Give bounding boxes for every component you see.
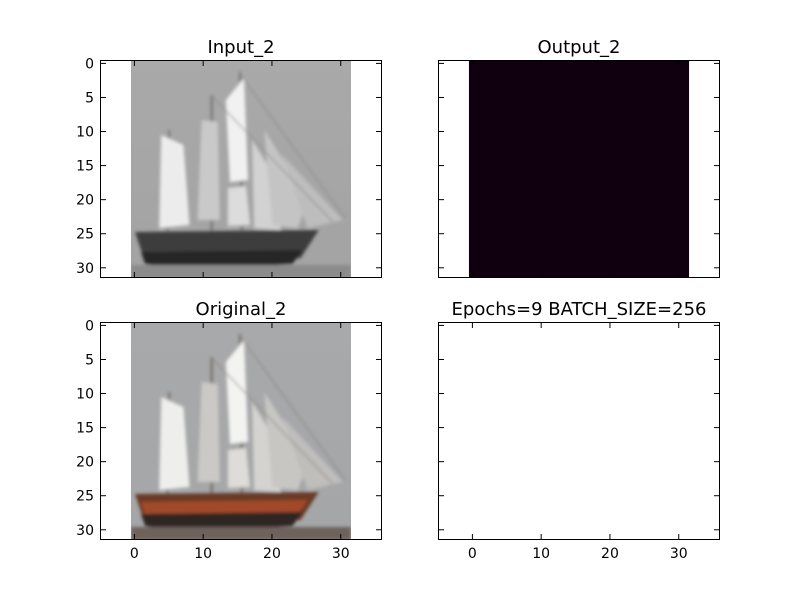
x-tick-label: 20	[601, 546, 619, 562]
subplot-title: Input_2	[207, 37, 274, 58]
axes-root: 0 5 10 15 20 25 30 Input_2 Output_2 0 10 20 30 0 5 10 15…	[76, 37, 720, 562]
y-tick-label: 0	[85, 318, 94, 334]
x-tick-label: 30	[670, 546, 688, 562]
x-tick-label: 0	[130, 546, 139, 562]
x-tick-label: 30	[332, 546, 350, 562]
y-tick-label: 25	[76, 227, 94, 243]
subplot-title: Epochs=9 BATCH_SIZE=256	[452, 299, 707, 320]
image-original-2	[131, 322, 351, 540]
y-tick-label: 15	[76, 421, 94, 437]
x-tick-label: 10	[532, 546, 550, 562]
y-tick-label: 5	[85, 352, 94, 368]
subplot-original-2: 0 10 20 30 0 5 10 15 20 25 30 Original_2	[76, 299, 382, 562]
image-input-2	[131, 60, 351, 278]
y-tick-label: 30	[76, 523, 94, 539]
image-output-2	[468, 60, 690, 278]
x-tick-label: 20	[263, 546, 281, 562]
y-tick-label: 0	[85, 56, 94, 72]
x-tick-label: 0	[468, 546, 477, 562]
y-tick-label: 15	[76, 159, 94, 175]
x-tick-label: 10	[194, 546, 212, 562]
y-tick-label: 20	[76, 193, 94, 209]
y-tick-label: 30	[76, 261, 94, 277]
y-tick-label: 10	[76, 125, 94, 141]
subplot-input-2: 0 5 10 15 20 25 30 Input_2	[76, 37, 382, 278]
subplot-epochs-9-batch-size-256: 0 10 20 30 Epochs=9 BATCH_SIZE=256	[438, 299, 720, 562]
axes-frame	[100, 60, 382, 278]
y-tick-label: 5	[85, 90, 94, 106]
subplot-output-2: Output_2	[438, 37, 720, 278]
y-tick-label: 10	[76, 387, 94, 403]
axes-frame	[100, 322, 382, 540]
subplot-title: Original_2	[196, 299, 287, 320]
y-tick-label: 20	[76, 455, 94, 471]
axes-frame	[438, 60, 720, 278]
axes-background	[438, 322, 720, 540]
y-tick-label: 25	[76, 489, 94, 505]
axes-frame	[438, 322, 720, 540]
subplot-title: Output_2	[538, 37, 621, 58]
